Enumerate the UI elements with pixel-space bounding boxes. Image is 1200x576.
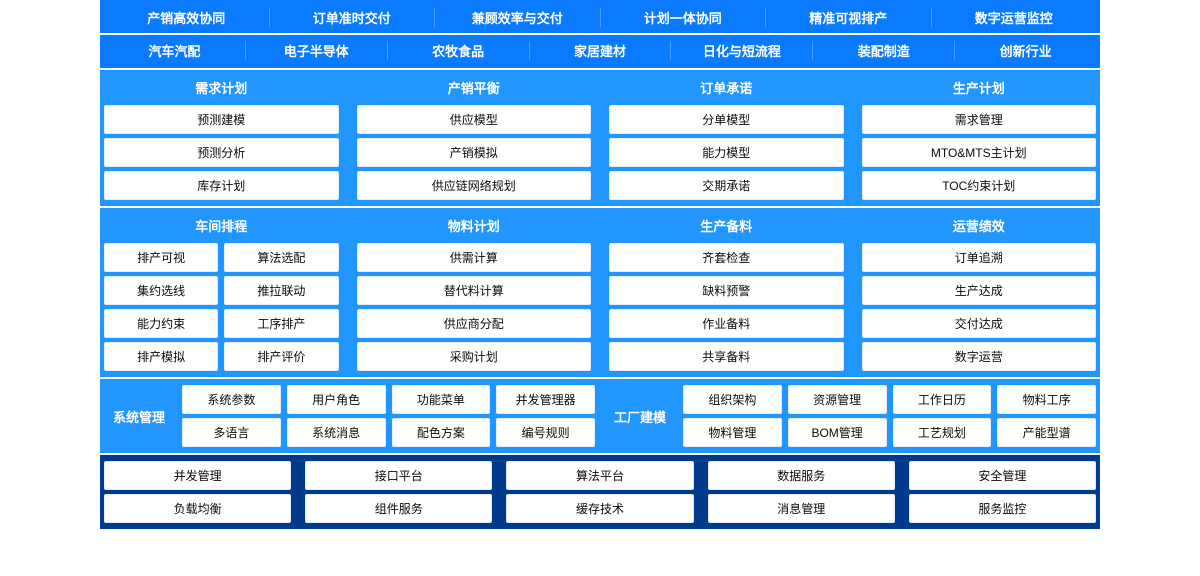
feature-card: 资源管理 (788, 385, 887, 414)
feature-card: 集约选线 (104, 276, 218, 305)
feature-card: 系统消息 (287, 418, 386, 447)
feature-card: 算法选配 (224, 243, 338, 272)
feature-card: 组织架构 (683, 385, 782, 414)
tech-card: 安全管理 (909, 461, 1096, 490)
industry-item: 电子半导体 (246, 41, 388, 60)
factory-modeling-label: 工厂建模 (605, 385, 675, 447)
feature-card: 供应商分配 (357, 309, 592, 338)
system-management-label: 系统管理 (104, 385, 174, 447)
tech-card: 服务监控 (909, 494, 1096, 523)
industry-item: 家居建材 (530, 41, 672, 60)
tech-card: 并发管理 (104, 461, 291, 490)
tech-card: 消息管理 (708, 494, 895, 523)
feature-card: 交付达成 (862, 309, 1097, 338)
module-production-plan: 生产计划 需求管理 MTO&MTS主计划 TOC约束计划 (862, 76, 1097, 200)
system-management: 系统管理 系统参数 用户角色 功能菜单 并发管理器 多语言 系统消息 配色方案 … (104, 385, 595, 447)
feature-card: 预测分析 (104, 138, 339, 167)
module-band-1: 需求计划 预测建模 预测分析 库存计划 产销平衡 供应模型 产销模拟 供应链网络… (100, 70, 1100, 206)
tech-platform-band: 并发管理 接口平台 算法平台 数据服务 安全管理 负载均衡 组件服务 缓存技术 … (100, 455, 1100, 529)
top-item: 产销高效协同 (104, 8, 270, 27)
top-item: 订单准时交付 (270, 8, 436, 27)
tech-card: 接口平台 (305, 461, 492, 490)
industry-bar: 汽车汽配 电子半导体 农牧食品 家居建材 日化与短流程 装配制造 创新行业 (100, 35, 1100, 68)
feature-card: 物料工序 (997, 385, 1096, 414)
feature-card: 产能型谱 (997, 418, 1096, 447)
industry-item: 创新行业 (955, 41, 1096, 60)
factory-modeling: 工厂建模 组织架构 资源管理 工作日历 物料工序 物料管理 BOM管理 工艺规划… (605, 385, 1096, 447)
feature-card: 作业备料 (609, 309, 844, 338)
feature-card: 生产达成 (862, 276, 1097, 305)
industry-item: 汽车汽配 (104, 41, 246, 60)
feature-card: 工序排产 (224, 309, 338, 338)
feature-card: 排产评价 (224, 342, 338, 371)
module-title: 订单承诺 (609, 76, 844, 101)
feature-card: 并发管理器 (496, 385, 595, 414)
feature-card: 编号规则 (496, 418, 595, 447)
feature-card: 齐套检查 (609, 243, 844, 272)
industry-item: 农牧食品 (388, 41, 530, 60)
top-capability-bar: 产销高效协同 订单准时交付 兼顾效率与交付 计划一体协同 精准可视排产 数字运营… (100, 0, 1100, 33)
feature-card: 配色方案 (392, 418, 491, 447)
feature-card: 排产模拟 (104, 342, 218, 371)
module-material-plan: 物料计划 供需计算 替代料计算 供应商分配 采购计划 (357, 214, 592, 371)
tech-card: 缓存技术 (506, 494, 693, 523)
module-ops-performance: 运营绩效 订单追溯 生产达成 交付达成 数字运营 (862, 214, 1097, 371)
module-title: 生产备料 (609, 214, 844, 239)
industry-item: 日化与短流程 (671, 41, 813, 60)
feature-card: 用户角色 (287, 385, 386, 414)
industry-item: 装配制造 (813, 41, 955, 60)
feature-card: 交期承诺 (609, 171, 844, 200)
top-item: 数字运营监控 (932, 8, 1097, 27)
feature-card: TOC约束计划 (862, 171, 1097, 200)
feature-card: 替代料计算 (357, 276, 592, 305)
tech-card: 数据服务 (708, 461, 895, 490)
feature-card: 缺料预警 (609, 276, 844, 305)
module-shopfloor-scheduling: 车间排程 排产可视 集约选线 能力约束 排产模拟 算法选配 推拉联动 工序排产 … (104, 214, 339, 371)
module-title: 产销平衡 (357, 76, 592, 101)
feature-card: 系统参数 (182, 385, 281, 414)
top-item: 计划一体协同 (601, 8, 767, 27)
feature-card: 分单模型 (609, 105, 844, 134)
feature-card: 推拉联动 (224, 276, 338, 305)
feature-card: 订单追溯 (862, 243, 1097, 272)
feature-card: 预测建模 (104, 105, 339, 134)
tech-card: 组件服务 (305, 494, 492, 523)
feature-card: 工作日历 (893, 385, 992, 414)
module-sop-balance: 产销平衡 供应模型 产销模拟 供应链网络规划 (357, 76, 592, 200)
feature-card: 供应链网络规划 (357, 171, 592, 200)
feature-card: MTO&MTS主计划 (862, 138, 1097, 167)
feature-card: 排产可视 (104, 243, 218, 272)
module-order-promise: 订单承诺 分单模型 能力模型 交期承诺 (609, 76, 844, 200)
top-item: 兼顾效率与交付 (435, 8, 601, 27)
feature-card: 物料管理 (683, 418, 782, 447)
feature-card: 采购计划 (357, 342, 592, 371)
feature-card: 多语言 (182, 418, 281, 447)
module-title: 物料计划 (357, 214, 592, 239)
feature-card: 产销模拟 (357, 138, 592, 167)
feature-card: 数字运营 (862, 342, 1097, 371)
module-production-material: 生产备料 齐套检查 缺料预警 作业备料 共享备料 (609, 214, 844, 371)
feature-card: 供需计算 (357, 243, 592, 272)
feature-card: 功能菜单 (392, 385, 491, 414)
feature-card: 能力约束 (104, 309, 218, 338)
feature-card: 库存计划 (104, 171, 339, 200)
module-demand-planning: 需求计划 预测建模 预测分析 库存计划 (104, 76, 339, 200)
feature-card: 能力模型 (609, 138, 844, 167)
feature-card: 共享备料 (609, 342, 844, 371)
module-title: 生产计划 (862, 76, 1097, 101)
tech-card: 负载均衡 (104, 494, 291, 523)
module-title: 需求计划 (104, 76, 339, 101)
system-factory-band: 系统管理 系统参数 用户角色 功能菜单 并发管理器 多语言 系统消息 配色方案 … (100, 379, 1100, 453)
feature-card: BOM管理 (788, 418, 887, 447)
top-item: 精准可视排产 (766, 8, 932, 27)
module-title: 运营绩效 (862, 214, 1097, 239)
feature-card: 工艺规划 (893, 418, 992, 447)
module-band-2: 车间排程 排产可视 集约选线 能力约束 排产模拟 算法选配 推拉联动 工序排产 … (100, 208, 1100, 377)
module-title: 车间排程 (104, 214, 339, 239)
tech-card: 算法平台 (506, 461, 693, 490)
feature-card: 需求管理 (862, 105, 1097, 134)
feature-card: 供应模型 (357, 105, 592, 134)
